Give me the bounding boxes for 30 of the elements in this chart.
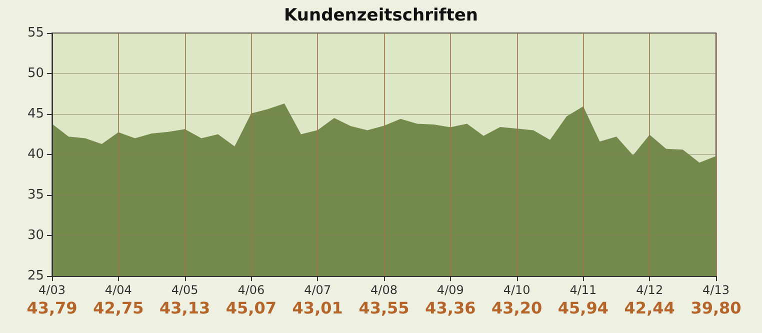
y-tick-label: 25	[27, 268, 44, 284]
y-tick-label: 40	[27, 147, 44, 162]
chart-title: Kundenzeitschriften	[284, 6, 478, 26]
x-tick-label: 4/13	[702, 283, 730, 297]
y-tick-label: 50	[27, 66, 44, 81]
x-tick-label: 4/03	[38, 283, 66, 297]
x-tick-label: 4/04	[104, 283, 132, 297]
x-tick-label: 4/09	[436, 283, 464, 297]
data-label: 42,44	[624, 298, 675, 318]
x-tick-label: 4/07	[304, 283, 332, 297]
x-tick-label: 4/05	[171, 283, 198, 297]
data-label: 43,79	[26, 298, 78, 318]
x-tick-label: 4/12	[636, 283, 664, 297]
data-label: 43,36	[425, 298, 476, 318]
y-tick-label: 45	[27, 106, 44, 122]
y-tick-label: 30	[27, 228, 44, 243]
x-tick-label: 4/06	[238, 283, 265, 297]
y-tick-label: 55	[27, 26, 44, 40]
x-tick-label: 4/10	[503, 283, 530, 297]
data-label: 43,13	[159, 298, 210, 318]
data-label: 42,75	[93, 298, 144, 318]
x-tick-label: 4/08	[370, 283, 398, 297]
x-tick-label: 4/11	[570, 283, 597, 297]
data-label: 45,07	[226, 298, 277, 318]
data-label: 43,01	[292, 298, 343, 318]
data-label: 43,20	[491, 298, 542, 318]
data-label: 39,80	[690, 298, 742, 318]
data-label: 45,94	[558, 298, 609, 318]
data-label: 43,55	[358, 298, 410, 318]
y-tick-label: 35	[27, 188, 44, 202]
